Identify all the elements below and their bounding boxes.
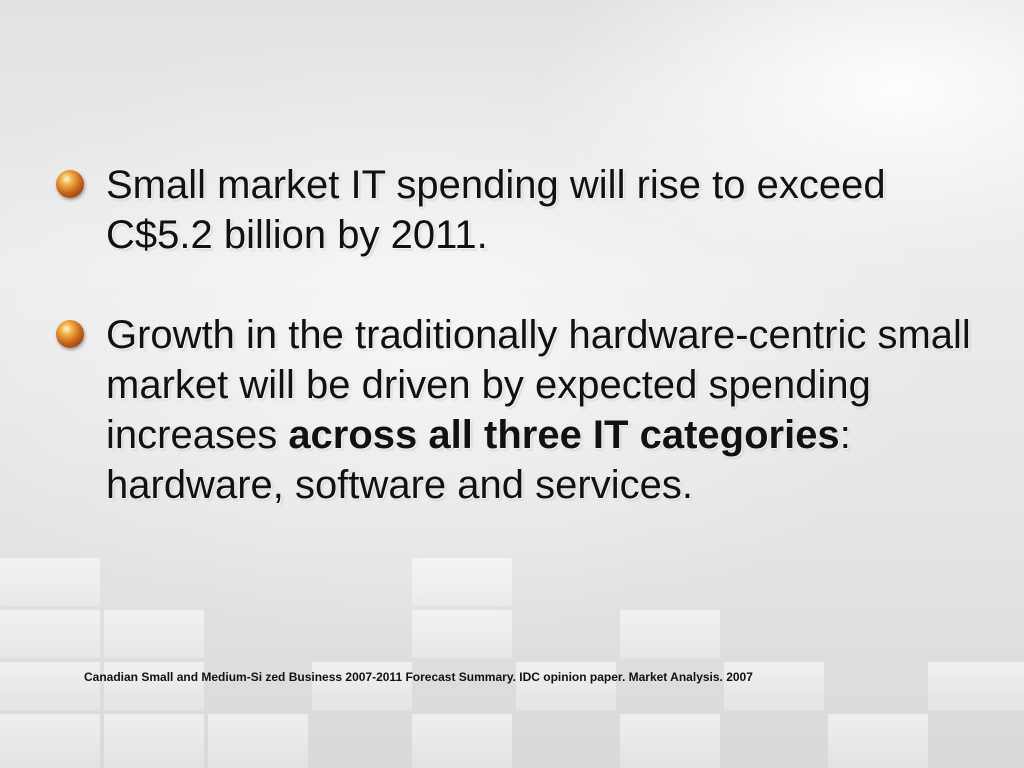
bullet-text-start: Growth in the traditionally hardware-cen… (106, 313, 971, 457)
background-tile (0, 610, 100, 658)
background-tile (828, 714, 928, 768)
background-tile (0, 714, 100, 768)
background-tile (104, 610, 204, 658)
background-tile (412, 714, 512, 768)
background-tile (620, 610, 720, 658)
bullet-text-emphasis: across all three IT categories (288, 413, 840, 457)
orange-orb-bullet-icon (56, 320, 84, 348)
background-tile (208, 714, 308, 768)
background-tile (0, 558, 100, 606)
background-tile (412, 610, 512, 658)
background-tile (928, 662, 1024, 710)
bullet-text-end: : hardware, software and services. (106, 413, 851, 507)
background-tile (412, 558, 512, 606)
background-tile (620, 714, 720, 768)
orange-orb-bullet-icon (56, 170, 84, 198)
background-tile (104, 714, 204, 768)
bullet-text: Small market IT spending will rise to ex… (106, 163, 886, 257)
source-citation: Canadian Small and Medium-Si zed Busines… (84, 670, 753, 684)
bullet-list: Small market IT spending will rise to ex… (56, 160, 986, 510)
bullet-item: Small market IT spending will rise to ex… (56, 160, 986, 260)
bullet-item: Growth in the traditionally hardware-cen… (56, 310, 986, 510)
